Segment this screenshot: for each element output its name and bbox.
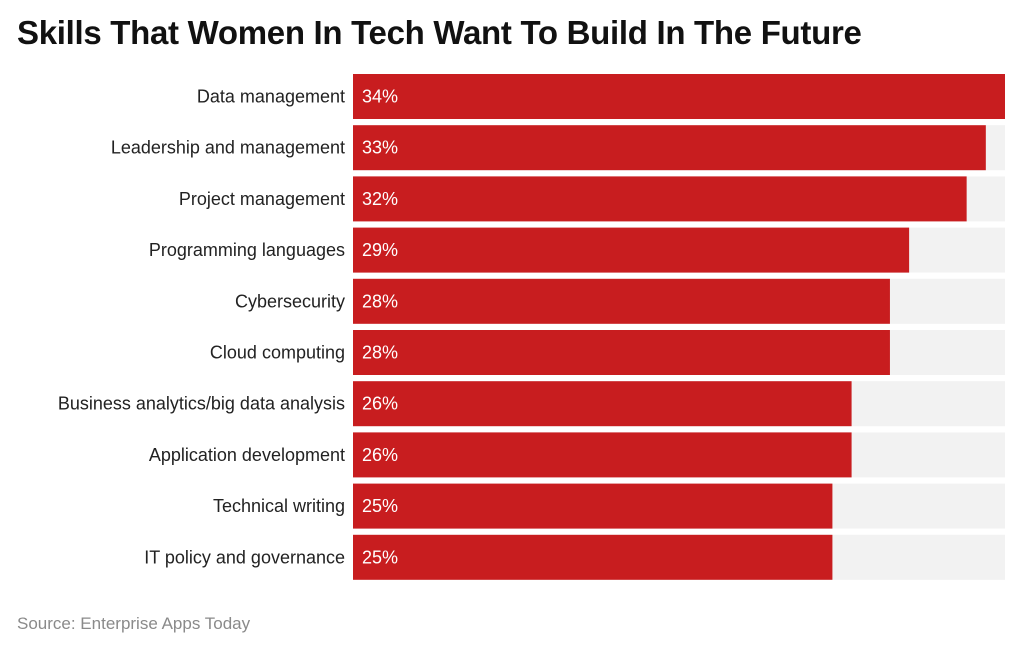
category-label: IT policy and governance	[144, 547, 345, 567]
source-note: Source: Enterprise Apps Today	[17, 614, 251, 633]
value-label: 26%	[362, 445, 398, 465]
category-label: Project management	[179, 189, 345, 209]
category-label: Data management	[197, 87, 345, 107]
value-label: 25%	[362, 496, 398, 516]
bar	[353, 534, 833, 580]
bar	[353, 176, 967, 222]
bar	[353, 483, 833, 529]
value-label: 28%	[362, 291, 398, 311]
chart-title: Skills That Women In Tech Want To Build …	[17, 14, 862, 51]
value-label: 26%	[362, 394, 398, 414]
bar	[353, 125, 986, 171]
bar	[353, 227, 910, 273]
bar	[353, 74, 1005, 119]
value-label: 33%	[362, 138, 398, 158]
category-label: Programming languages	[149, 240, 345, 260]
value-label: 32%	[362, 189, 398, 209]
category-label: Leadership and management	[111, 138, 345, 158]
value-label: 34%	[362, 87, 398, 107]
value-label: 29%	[362, 240, 398, 260]
category-label: Technical writing	[213, 496, 345, 516]
category-label: Application development	[149, 445, 345, 465]
category-label: Cloud computing	[210, 343, 345, 363]
category-label: Business analytics/big data analysis	[58, 394, 345, 414]
category-label: Cybersecurity	[235, 291, 345, 311]
bar	[353, 381, 852, 427]
value-label: 28%	[362, 343, 398, 363]
value-label: 25%	[362, 547, 398, 567]
bar	[353, 278, 890, 324]
bar	[353, 330, 890, 375]
bar	[353, 432, 852, 478]
